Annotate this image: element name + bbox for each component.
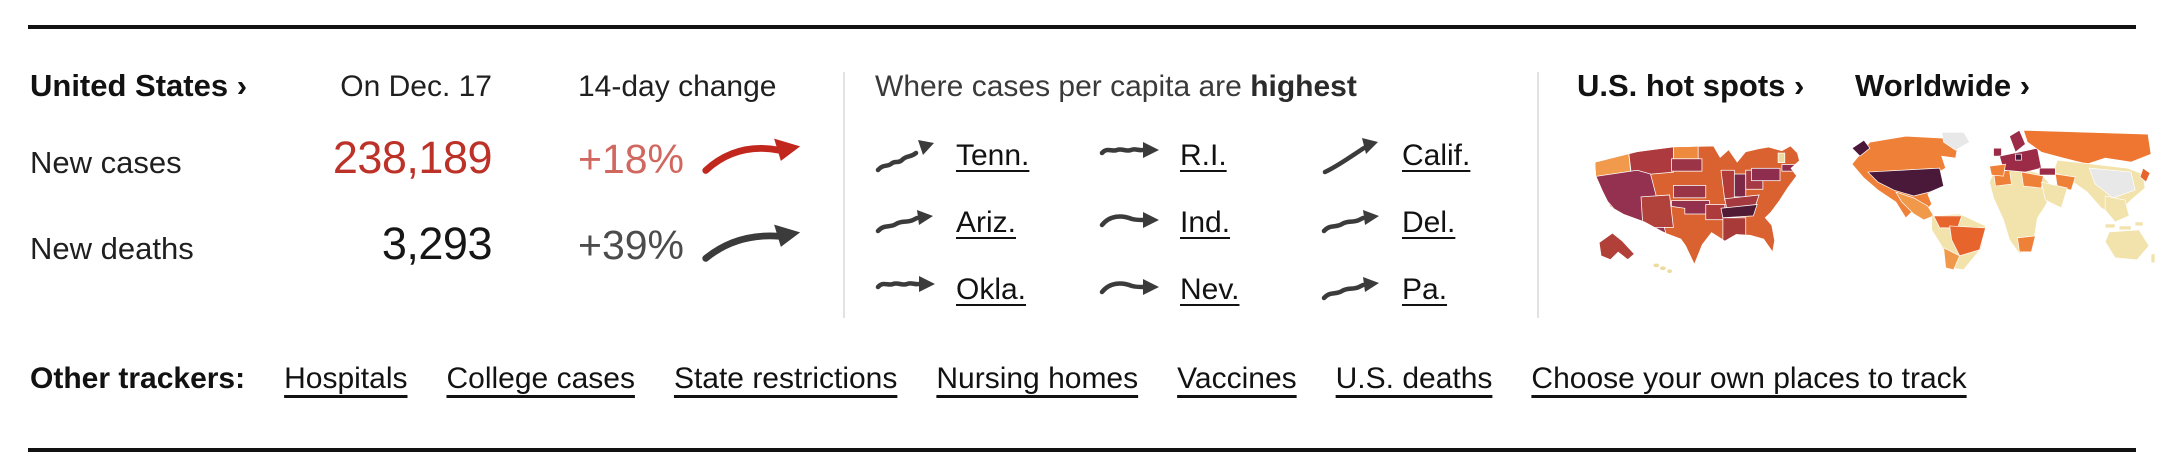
state-link-tenn[interactable]: Tenn. bbox=[956, 138, 1030, 172]
state-link-calif[interactable]: Calif. bbox=[1402, 138, 1471, 172]
trend-arrow-icon bbox=[874, 270, 938, 310]
new-cases-row: New cases 238,189 +18% bbox=[30, 132, 804, 184]
state-link-okla[interactable]: Okla. bbox=[956, 272, 1027, 306]
united-states-link[interactable]: United States › bbox=[30, 68, 248, 103]
new-cases-label: New cases bbox=[30, 145, 182, 180]
top-rule bbox=[28, 25, 2136, 29]
tracker-link-state-restrictions[interactable]: State restrictions bbox=[673, 362, 898, 395]
capita-heading: Where cases per capita are highest bbox=[875, 70, 1357, 103]
state-link-del[interactable]: Del. bbox=[1402, 205, 1456, 239]
state-cell-okla: Okla. bbox=[874, 270, 1098, 310]
tracker-link-college-cases[interactable]: College cases bbox=[446, 362, 635, 395]
state-link-ri[interactable]: R.I. bbox=[1180, 138, 1227, 172]
vertical-divider bbox=[1537, 72, 1539, 318]
worldwide-map[interactable] bbox=[1844, 126, 2158, 274]
state-cell-nev: Nev. bbox=[1098, 270, 1320, 310]
trend-arrow-icon bbox=[1320, 136, 1384, 176]
state-cell-ri: R.I. bbox=[1098, 136, 1320, 176]
trend-arrow-icon bbox=[1098, 270, 1162, 310]
new-deaths-label: New deaths bbox=[30, 231, 194, 266]
capita-state-grid: Tenn. R.I. Calif. Ariz. Ind. Del. Okla. bbox=[874, 122, 1510, 323]
change-column-header: 14-day change bbox=[578, 70, 777, 103]
new-deaths-change-pct: +39% bbox=[578, 222, 685, 268]
state-cell-calif: Calif. bbox=[1320, 136, 1510, 176]
tracker-link-vaccines[interactable]: Vaccines bbox=[1177, 362, 1297, 395]
tracker-link-nursing-homes[interactable]: Nursing homes bbox=[936, 362, 1139, 395]
tracker-link-choose-places[interactable]: Choose your own places to track bbox=[1531, 362, 1967, 395]
new-deaths-row: New deaths 3,293 +39% bbox=[30, 218, 804, 270]
worldwide-link[interactable]: Worldwide › bbox=[1855, 68, 2031, 103]
trend-arrow-icon bbox=[1098, 136, 1162, 176]
state-cell-ariz: Ariz. bbox=[874, 203, 1098, 243]
new-deaths-change: +39% bbox=[492, 219, 804, 269]
new-cases-value: 238,189 bbox=[332, 132, 493, 183]
tracker-link-us-deaths[interactable]: U.S. deaths bbox=[1335, 362, 1493, 395]
trend-arrow-icon bbox=[1320, 203, 1384, 243]
trend-arrow-icon bbox=[874, 203, 938, 243]
state-link-ariz[interactable]: Ariz. bbox=[956, 205, 1016, 239]
state-cell-pa: Pa. bbox=[1320, 270, 1510, 310]
tracker-link-hospitals[interactable]: Hospitals bbox=[284, 362, 408, 395]
other-trackers-label: Other trackers: bbox=[30, 362, 246, 395]
rising-arrow-icon bbox=[702, 224, 801, 262]
stats-header-row: United States › On Dec. 17 14-day change bbox=[30, 68, 777, 104]
trend-arrow-icon bbox=[1098, 203, 1162, 243]
state-link-ind[interactable]: Ind. bbox=[1180, 205, 1231, 239]
state-cell-tenn: Tenn. bbox=[874, 136, 1098, 176]
new-cases-change: +18% bbox=[492, 133, 804, 183]
state-link-nev[interactable]: Nev. bbox=[1180, 272, 1240, 306]
state-cell-del: Del. bbox=[1320, 203, 1510, 243]
bottom-rule bbox=[28, 448, 2136, 452]
vertical-divider bbox=[843, 72, 845, 318]
date-column-header: On Dec. 17 bbox=[340, 70, 492, 103]
new-cases-change-pct: +18% bbox=[578, 136, 685, 182]
us-hotspots-map[interactable] bbox=[1582, 118, 1820, 290]
new-deaths-value: 3,293 bbox=[381, 218, 493, 269]
rising-arrow-icon bbox=[702, 138, 801, 174]
us-hot-spots-link[interactable]: U.S. hot spots › bbox=[1577, 68, 1805, 103]
trend-arrow-icon bbox=[1320, 270, 1384, 310]
state-cell-ind: Ind. bbox=[1098, 203, 1320, 243]
other-trackers-bar: Other trackers: Hospitals College cases … bbox=[30, 362, 1967, 396]
state-link-pa[interactable]: Pa. bbox=[1402, 272, 1448, 306]
trend-arrow-icon bbox=[874, 136, 938, 176]
